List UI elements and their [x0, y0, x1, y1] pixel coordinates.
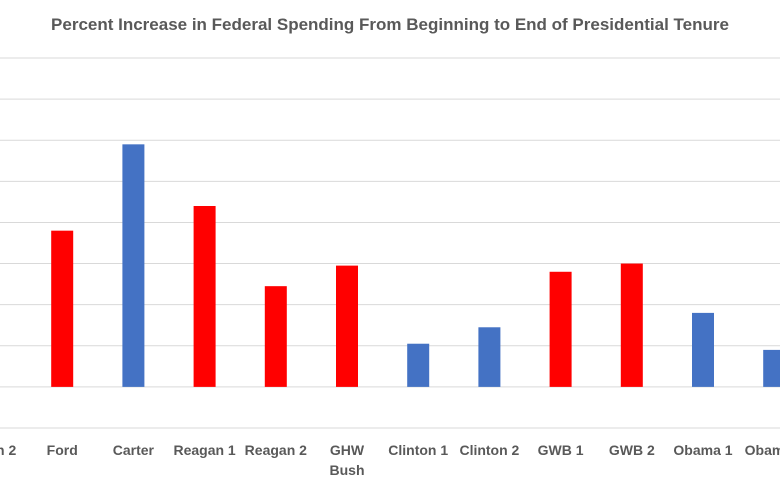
- category-label: Obama 2: [745, 442, 780, 458]
- category-label: Nixon 2: [0, 442, 16, 458]
- category-label: Clinton 1: [388, 442, 448, 458]
- category-label: Obama 1: [673, 442, 732, 458]
- bar: [692, 312, 714, 387]
- category-label: Carter: [113, 442, 155, 458]
- bar: [51, 230, 74, 387]
- bar: [336, 265, 358, 387]
- bars: [51, 144, 780, 387]
- category-label: Reagan 2: [245, 442, 307, 458]
- bar: [620, 263, 643, 387]
- bar: [407, 343, 430, 387]
- category-label: Clinton 2: [459, 442, 519, 458]
- category-label: GWB 2: [609, 442, 655, 458]
- bar: [478, 327, 501, 387]
- category-label: GHW Bush: [330, 442, 365, 478]
- bar: [264, 286, 287, 387]
- gridlines: [0, 57, 780, 429]
- bar: [549, 271, 572, 387]
- bar: [122, 144, 145, 387]
- chart-title: Percent Increase in Federal Spending Fro…: [51, 15, 729, 34]
- category-label: GWB 1: [538, 442, 584, 458]
- bar: [193, 206, 216, 387]
- category-label: Reagan 1: [173, 442, 235, 458]
- bar: [763, 349, 780, 387]
- category-labels: Nixon 2 Ford Carter Reagan 1 Reagan 2 GHWBush…: [0, 442, 780, 478]
- category-label: Ford: [47, 442, 78, 458]
